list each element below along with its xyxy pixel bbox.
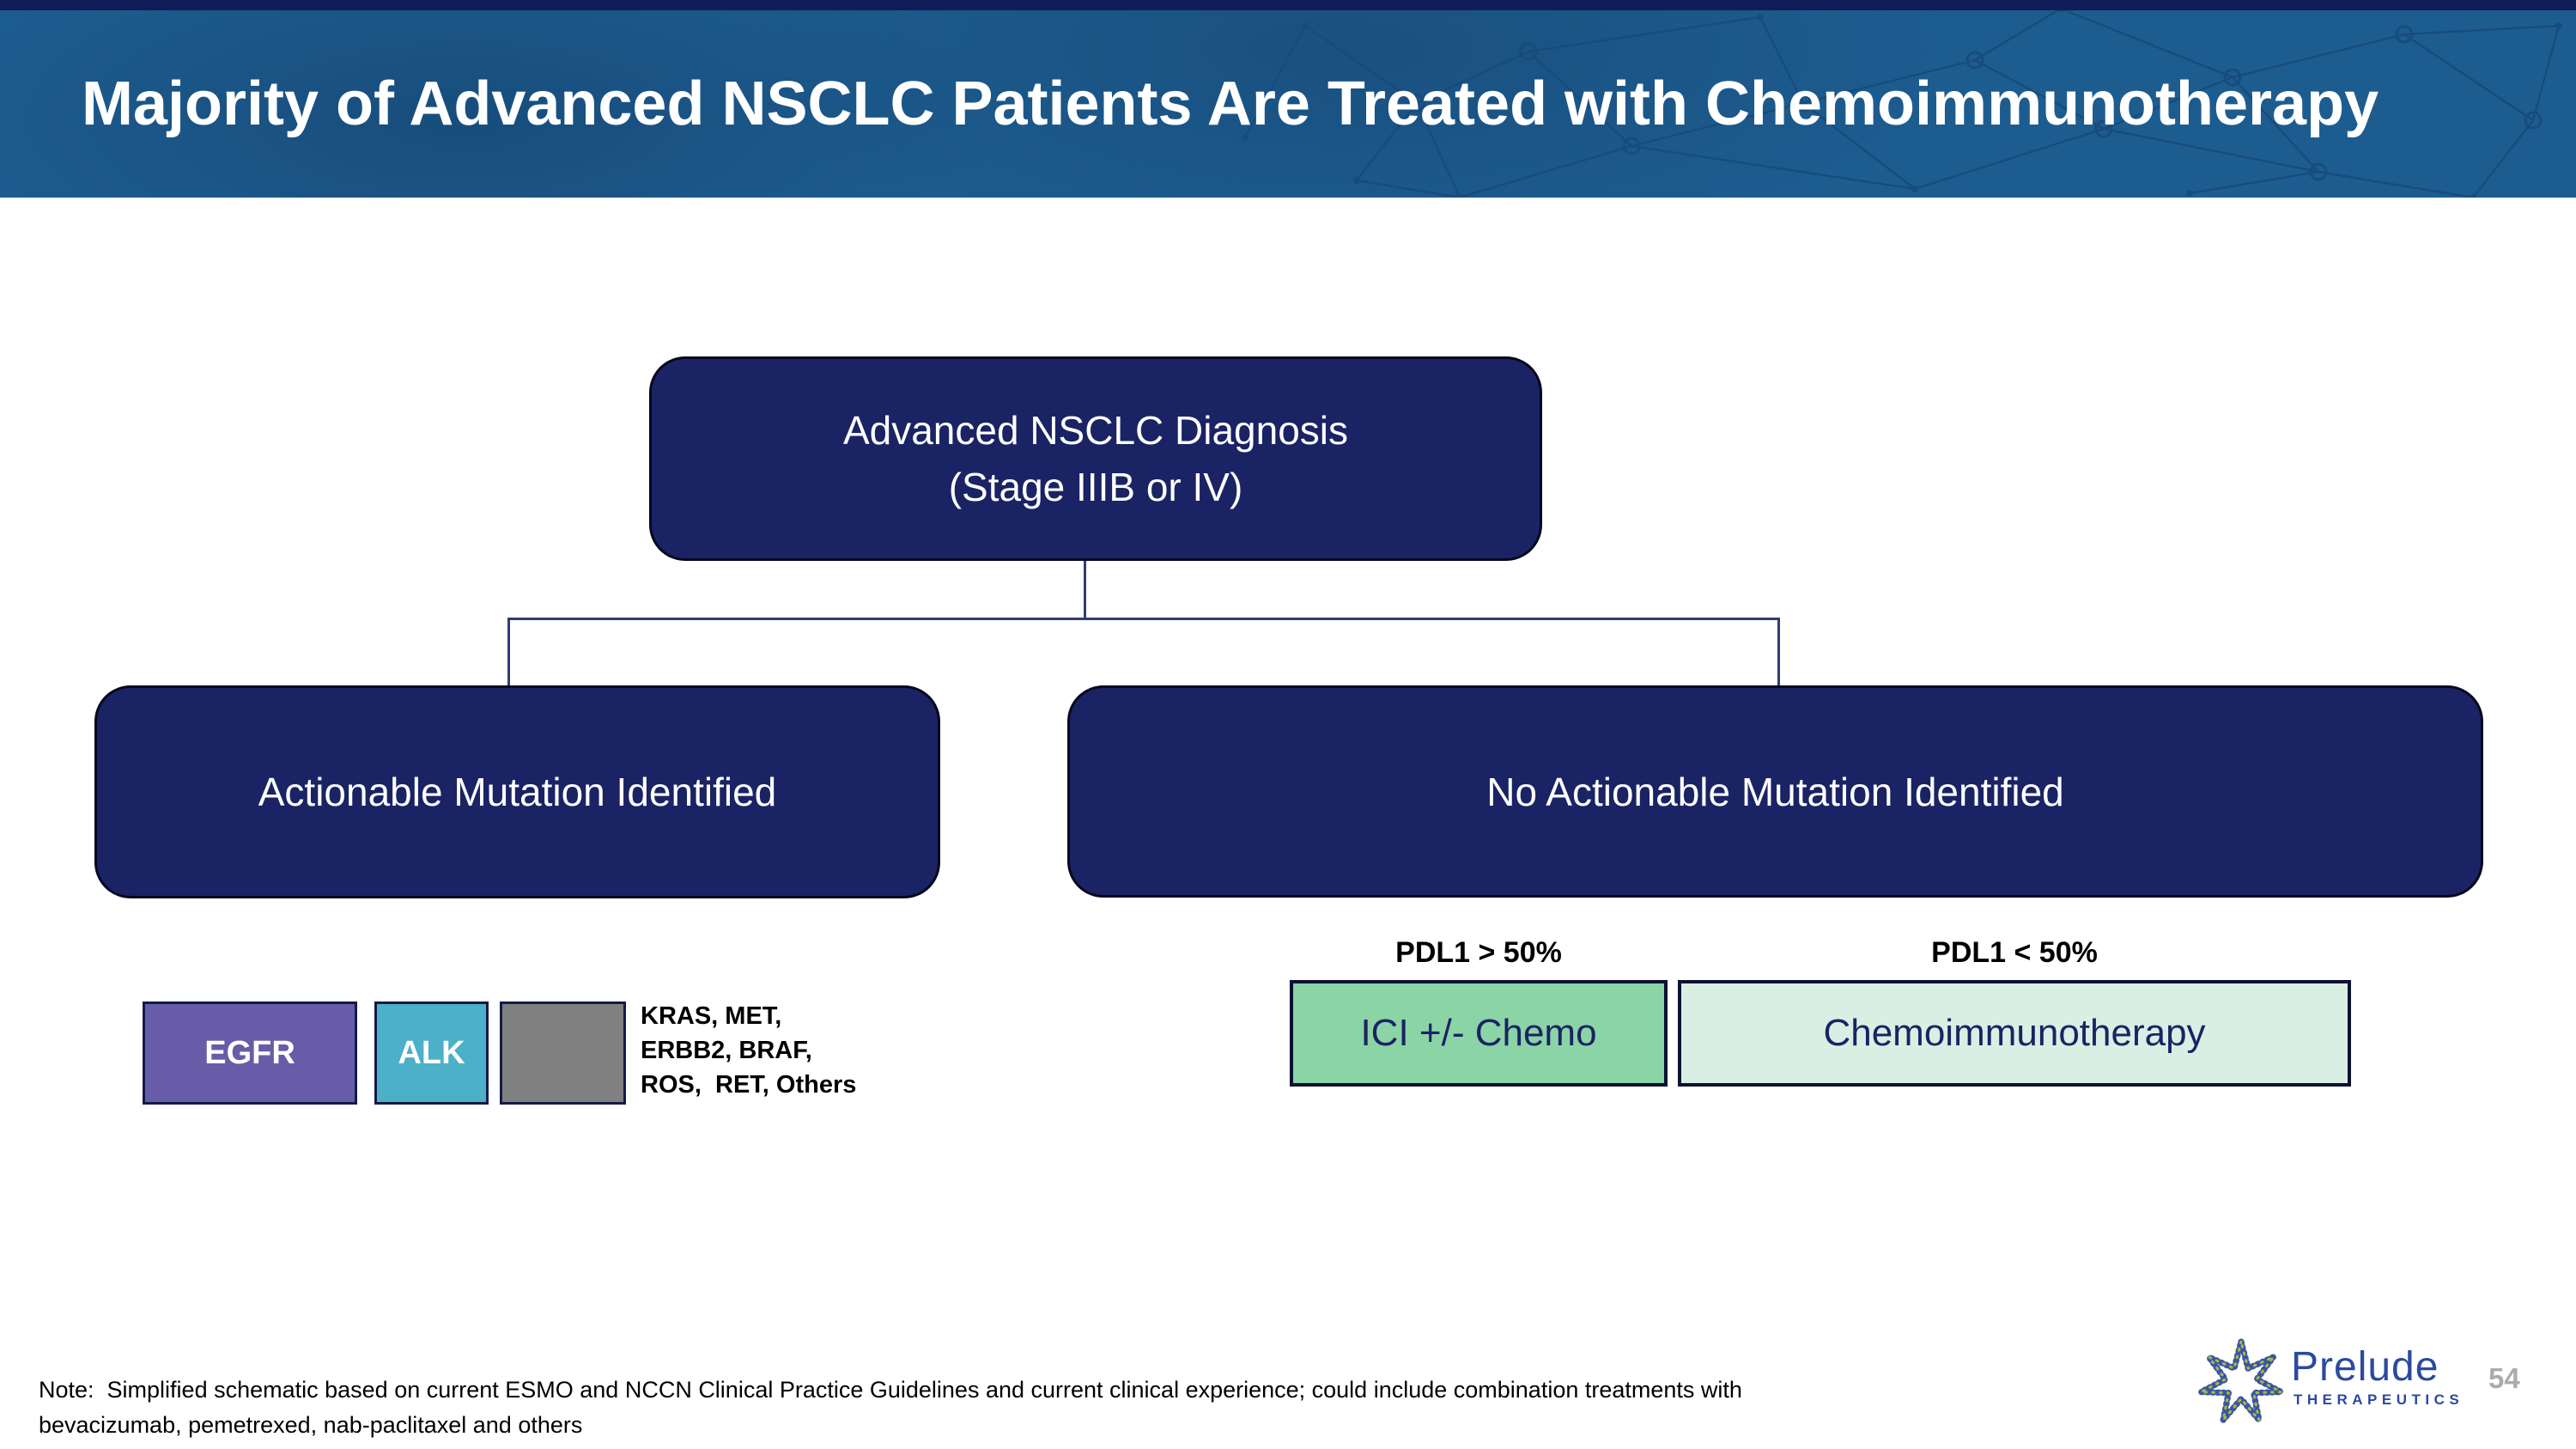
- header-top-strip: [0, 0, 2576, 10]
- ici-chemo-box: ICI +/- Chemo: [1290, 980, 1668, 1087]
- alk-tile: ALK: [374, 1002, 489, 1105]
- slide-title: Majority of Advanced NSCLC Patients Are …: [82, 70, 2379, 138]
- logo-subtitle: THERAPEUTICS: [2293, 1391, 2464, 1408]
- footnote: Note: Simplified schematic based on curr…: [39, 1377, 1742, 1438]
- connector-left-vertical: [507, 618, 510, 686]
- no-actionable-mutation-box: No Actionable Mutation Identified: [1067, 685, 2483, 898]
- pdl1-high-label: PDL1 > 50%: [1395, 936, 1562, 969]
- diagnosis-box-text: Advanced NSCLC Diagnosis (Stage IIIB or …: [843, 402, 1348, 515]
- header-banner: Majority of Advanced NSCLC Patients Are …: [0, 0, 2576, 198]
- other-mutations-list: KRAS, MET, ERBB2, BRAF, ROS, RET, Others: [641, 1002, 857, 1099]
- connector-root-vertical: [1084, 561, 1086, 619]
- egfr-label: EGFR: [204, 1034, 295, 1071]
- diagnosis-line2: (Stage IIIB or IV): [948, 465, 1243, 509]
- logo-wordmark: Prelude: [2291, 1344, 2439, 1390]
- egfr-tile: EGFR: [143, 1002, 357, 1105]
- connector-right-vertical: [1777, 618, 1780, 686]
- alk-label: ALK: [398, 1034, 465, 1071]
- prelude-star-icon: [2197, 1338, 2285, 1423]
- actionable-mutation-box: Actionable Mutation Identified: [94, 685, 940, 898]
- connector-horizontal: [507, 618, 1780, 620]
- chemoimmunotherapy-label: Chemoimmunotherapy: [1823, 1012, 2206, 1054]
- diagnosis-line1: Advanced NSCLC Diagnosis: [842, 408, 1349, 453]
- pdl1-low-label: PDL1 < 50%: [1931, 936, 2098, 969]
- ici-chemo-label: ICI +/- Chemo: [1360, 1012, 1597, 1054]
- chemoimmunotherapy-box: Chemoimmunotherapy: [1678, 980, 2351, 1087]
- prelude-logo: Prelude THERAPEUTICS: [2196, 1336, 2506, 1435]
- actionable-mutation-label: Actionable Mutation Identified: [258, 770, 777, 814]
- page-number: 54: [2488, 1362, 2520, 1394]
- other-mutations-tile: [500, 1002, 626, 1105]
- diagnosis-box: Advanced NSCLC Diagnosis (Stage IIIB or …: [649, 356, 1542, 561]
- no-actionable-mutation-label: No Actionable Mutation Identified: [1486, 769, 2064, 814]
- network-pattern-icon: [1242, 5, 2562, 198]
